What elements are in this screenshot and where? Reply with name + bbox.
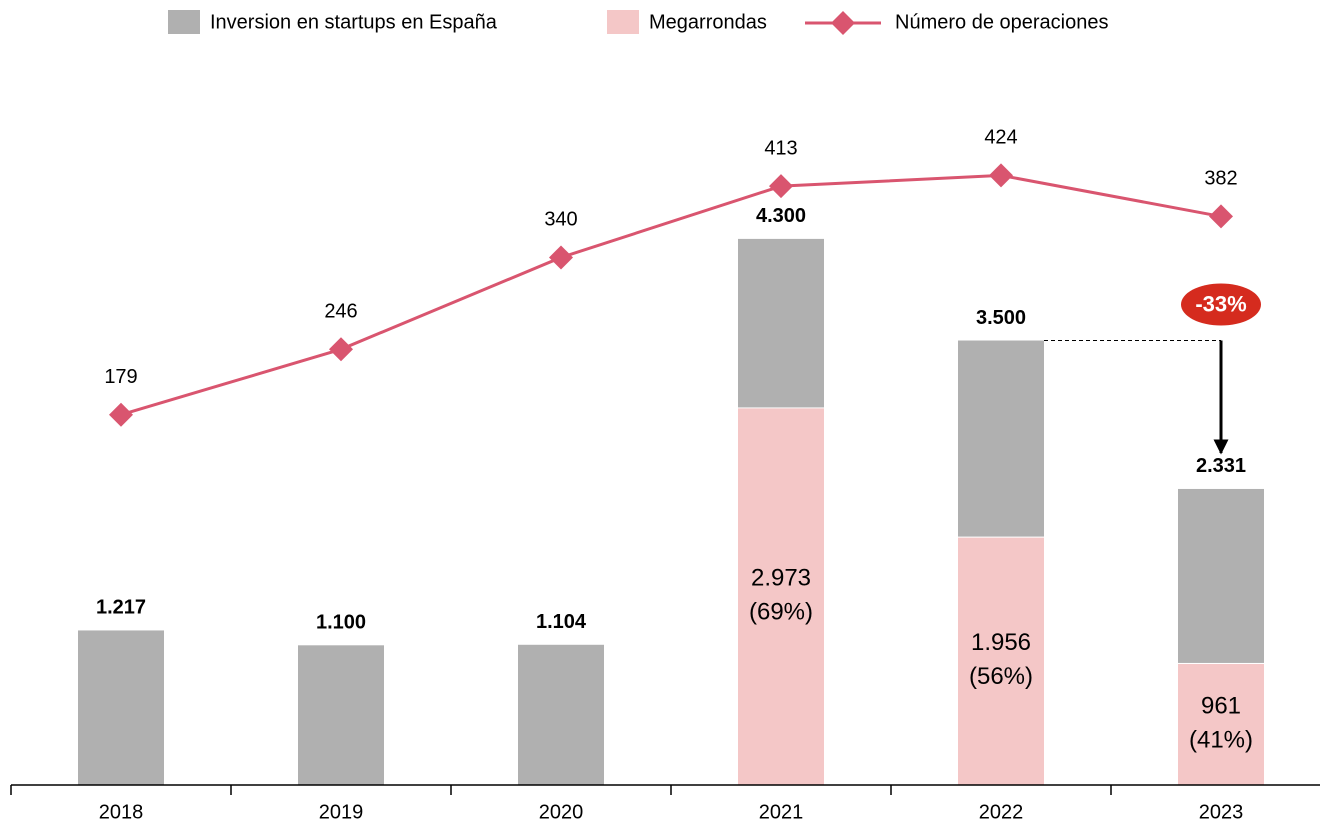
- line-value-label: 413: [764, 137, 797, 159]
- bar-segment: [78, 630, 164, 785]
- legend-swatch: [168, 10, 200, 34]
- total-label: 1.104: [536, 611, 587, 633]
- x-tick-label: 2023: [1199, 801, 1244, 823]
- segment-share-label: (69%): [749, 599, 813, 626]
- line-marker: [329, 337, 353, 362]
- line-series: [120, 173, 1222, 417]
- bar-segment: [958, 536, 1044, 785]
- bar-segment: [738, 238, 824, 408]
- legend-label: Megarrondas: [649, 11, 767, 33]
- line-value-label: 340: [544, 209, 577, 231]
- x-tick-label: 2021: [759, 801, 804, 823]
- line-marker: [549, 245, 573, 270]
- bar-segment: [1178, 488, 1264, 663]
- segment-share-label: (41%): [1189, 726, 1253, 753]
- x-tick-label: 2020: [539, 801, 584, 823]
- bar-segment: [298, 645, 384, 785]
- annotation-badge: [1181, 283, 1261, 326]
- line-marker: [769, 174, 793, 199]
- segment-value-label: 2.973: [751, 565, 811, 592]
- x-tick-label: 2022: [979, 801, 1024, 823]
- line-marker: [109, 402, 133, 427]
- legend-marker: [831, 11, 855, 35]
- total-label: 4.300: [756, 205, 806, 227]
- bar-segment: [738, 407, 824, 785]
- legend-label: Inversion en startups en España: [210, 11, 498, 33]
- x-tick-label: 2019: [319, 801, 364, 823]
- x-tick-label: 2018: [99, 801, 144, 823]
- total-label: 2.331: [1196, 455, 1246, 477]
- segment-share-label: (56%): [969, 663, 1033, 690]
- line-value-label: 246: [324, 301, 357, 323]
- legend-swatch: [607, 10, 639, 34]
- bar-segment: [1178, 662, 1264, 785]
- bar-segment: [518, 644, 604, 785]
- total-label: 1.100: [316, 612, 366, 634]
- segment-value-label: 1.956: [971, 629, 1031, 656]
- annotation-text: -33%: [1195, 291, 1246, 316]
- total-label: 1.217: [96, 597, 146, 619]
- line-marker: [1209, 204, 1233, 229]
- bar-segment: [958, 340, 1044, 537]
- line-value-label: 382: [1204, 168, 1237, 190]
- line-marker: [989, 163, 1013, 188]
- legend-label: Número de operaciones: [895, 11, 1108, 33]
- total-label: 3.500: [976, 307, 1026, 329]
- line-value-label: 179: [104, 366, 137, 388]
- line-value-label: 424: [984, 127, 1017, 149]
- segment-value-label: 961: [1201, 692, 1241, 719]
